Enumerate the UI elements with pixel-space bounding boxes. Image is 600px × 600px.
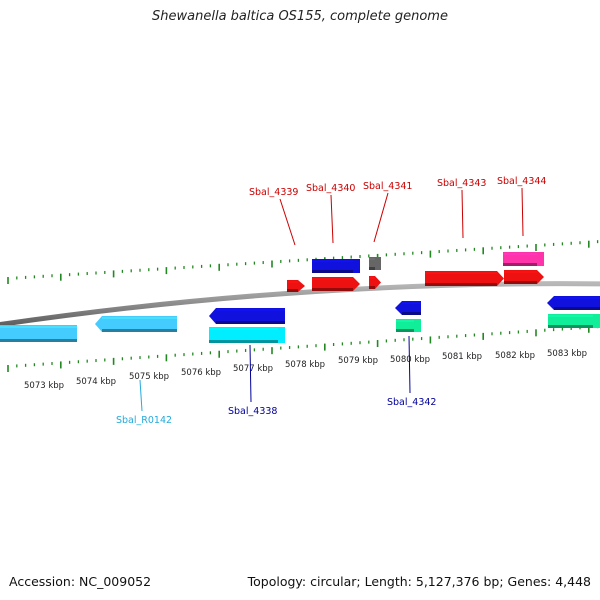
gene-sbal-4338-blue[interactable] — [209, 308, 285, 324]
gene-features[interactable] — [0, 252, 600, 343]
leader-line — [279, 198, 296, 246]
gene-sbal-4341-gray[interactable] — [369, 257, 381, 270]
gene-labels: Sbal_4339 Sbal_4340 Sbal_4341 Sbal_4343 Sbal… — [116, 176, 546, 426]
gene-sbal-4343[interactable] — [425, 271, 504, 286]
gene-sbal-4342-blue[interactable] — [395, 301, 421, 315]
scale-label: 5078 kbp — [285, 360, 325, 370]
gene-sbal-4344-magenta[interactable] — [503, 252, 544, 266]
gene-label: Sbal_4343 — [437, 178, 486, 189]
scale-label: 5073 kbp — [24, 381, 64, 391]
scale-label: 5077 kbp — [233, 364, 273, 374]
scale-label: 5083 kbp — [547, 349, 587, 359]
scale-labels: 5073 kbp 5074 kbp 5075 kbp 5076 kbp 5077 kbp… — [24, 349, 587, 391]
genome-title: Shewanella baltica OS155, complete genom… — [152, 9, 448, 24]
gene-label: Sbal_4338 — [228, 406, 277, 417]
scale-label: 5079 kbp — [338, 356, 378, 366]
gene-right-green[interactable] — [548, 314, 600, 328]
gene-sbal-4341[interactable] — [369, 276, 381, 289]
gene-label: Sbal_4342 — [387, 397, 436, 408]
gene-label: Sbal_4340 — [306, 183, 355, 194]
gene-sbal-r0142[interactable] — [95, 316, 177, 332]
leader-line — [330, 194, 334, 244]
leader-line — [461, 189, 464, 239]
scale-label: 5081 kbp — [442, 352, 482, 362]
gene-right-blue[interactable] — [547, 296, 600, 310]
gene-sbal-4339[interactable] — [287, 280, 305, 292]
leader-line — [249, 344, 252, 403]
gene-label: Sbal_4339 — [249, 187, 298, 198]
gene-label: Sbal_4341 — [363, 181, 412, 192]
gene-label: Sbal_4344 — [497, 176, 546, 187]
gene-sbal-4340[interactable] — [312, 277, 360, 291]
scale-label: 5080 kbp — [390, 355, 430, 365]
gene-sbal-4338[interactable] — [209, 327, 285, 343]
leader-line — [521, 187, 524, 237]
scale-label: 5082 kbp — [495, 351, 535, 361]
genome-summary-text: Topology: circular; Length: 5,127,376 bp… — [247, 574, 591, 589]
leader-line — [373, 192, 389, 243]
scale-label: 5075 kbp — [129, 372, 169, 382]
label-leaders — [139, 187, 524, 412]
scale-label: 5076 kbp — [181, 368, 221, 378]
accession-text: Accession: NC_009052 — [9, 574, 152, 589]
gene-label: Sbal_R0142 — [116, 415, 172, 426]
gene-left-light-blue[interactable] — [0, 325, 77, 342]
upper-tick-row — [7, 240, 599, 284]
gene-sbal-4342[interactable] — [396, 319, 421, 332]
gene-sbal-4340-blue[interactable] — [312, 259, 360, 273]
scale-label: 5074 kbp — [76, 377, 116, 387]
leader-line — [408, 335, 411, 394]
leader-line — [139, 379, 143, 412]
gene-sbal-4344[interactable] — [504, 270, 544, 284]
